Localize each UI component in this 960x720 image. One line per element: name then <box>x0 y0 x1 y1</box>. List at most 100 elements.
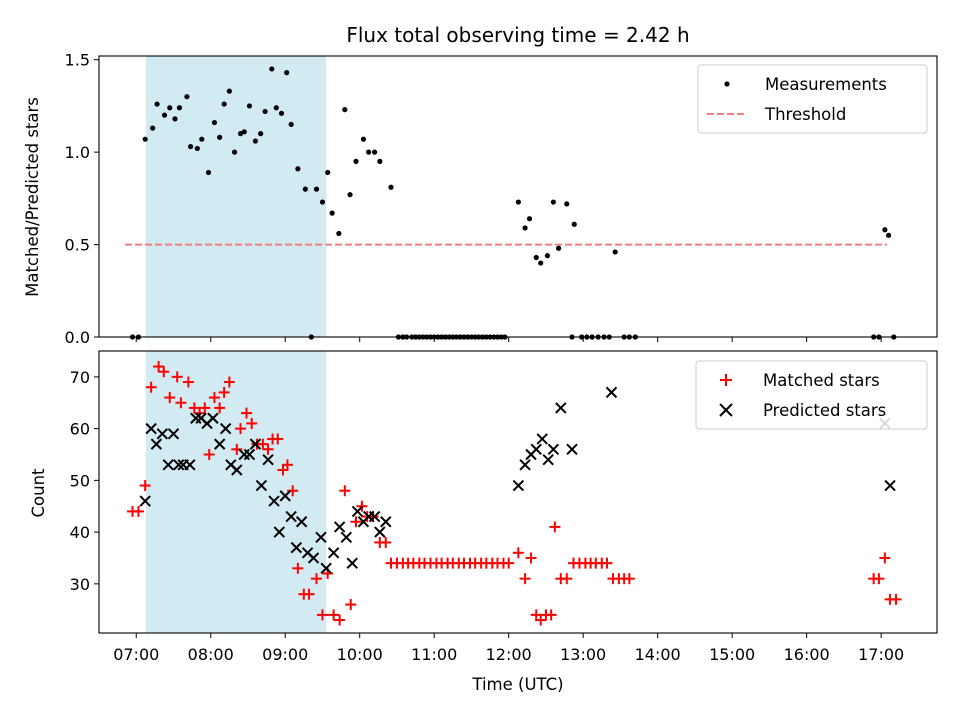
measurement-point <box>544 253 551 259</box>
matched-star-point <box>246 417 258 429</box>
matched-star-point <box>512 547 524 559</box>
predicted-star-point <box>255 479 268 492</box>
measurement-point <box>325 169 331 176</box>
top-panel-frame <box>98 55 938 338</box>
y-tick-label: 50 <box>70 471 90 490</box>
top-x-axis <box>135 337 882 342</box>
predicted-star-point <box>542 453 554 466</box>
measurement-point <box>278 110 285 116</box>
matched-star-point <box>153 361 165 373</box>
predicted-star-point <box>238 448 250 461</box>
matched-star-point <box>235 423 247 435</box>
measurement-point <box>241 129 247 135</box>
top-y-axis: 0.0 0.5 1.0 1.5 <box>65 51 99 347</box>
top-y-axis-label: Matched/Predicted stars <box>23 97 42 297</box>
predicted-star-point-b <box>542 453 554 466</box>
legend-predicted-label: Predicted stars <box>763 401 886 420</box>
measurement-point <box>142 136 148 142</box>
matched-star-point <box>158 366 170 378</box>
predicted-star-point-b <box>238 448 250 461</box>
predicted-star-point <box>162 459 174 471</box>
predicted-star-point <box>156 428 169 440</box>
y-tick-label: 70 <box>70 368 90 387</box>
top-panel-background <box>145 56 327 337</box>
predicted-star-point <box>351 505 364 518</box>
predicted-star-point-b <box>139 495 151 507</box>
predicted-star-point-b <box>213 438 226 450</box>
predicted-star-point <box>279 490 291 502</box>
predicted-star-point <box>380 516 392 528</box>
predicted-star-point <box>340 531 353 543</box>
measurement-point <box>211 119 218 126</box>
predicted-star-point-b <box>207 412 219 424</box>
matched-star-point <box>350 516 362 528</box>
measurement-point <box>184 94 190 100</box>
matched-star-point <box>890 593 902 605</box>
measurement-point <box>366 149 372 155</box>
predicted-star-point-b <box>605 386 618 399</box>
predicted-star-point-b <box>346 557 358 569</box>
matched-star-point <box>535 614 547 626</box>
measurement-point <box>388 184 394 190</box>
measurement-point <box>319 199 326 205</box>
matched-star-point <box>345 599 357 611</box>
bottom-panel: 30 40 50 60 70 07:00 08:00 09:00 10:00 11:00 12:0… <box>29 350 938 694</box>
shaded-observing-interval <box>145 351 327 633</box>
measurement-point <box>161 112 168 118</box>
predicted-star-point <box>566 443 578 456</box>
top-panel: Flux total observing time = 2.42 h 0.00.… <box>23 23 938 347</box>
legend-measurements-label: Measurements <box>765 75 887 94</box>
bottom-panel-background <box>145 351 327 633</box>
predicted-star-point-b <box>374 526 386 538</box>
predicted-star-point <box>172 459 185 471</box>
matched-star-point <box>311 573 323 585</box>
predicted-star-point <box>285 510 297 523</box>
predicted-star-point <box>605 386 618 399</box>
predicted-star-point-b <box>225 459 237 471</box>
predicted-star-point <box>512 479 525 492</box>
matched-star-point <box>292 562 304 574</box>
predicted-star-point <box>547 443 560 456</box>
y-tick-label: 1.5 <box>65 51 90 70</box>
measurement-point <box>302 186 308 192</box>
predicted-star-point <box>346 557 358 569</box>
x-tick-label: 16:00 <box>784 645 830 664</box>
matched-star-point <box>171 371 183 383</box>
measurement-point <box>555 245 562 251</box>
measurement-point <box>205 169 212 176</box>
matched-star-point <box>218 386 230 398</box>
x-tick-label: 07:00 <box>113 645 159 664</box>
predicted-star-point <box>295 516 308 528</box>
predicted-star-point-b <box>150 438 163 450</box>
measurement-point <box>246 103 253 109</box>
measurement-point <box>172 116 178 122</box>
measurement-point <box>188 143 194 150</box>
measurement-point <box>176 105 183 111</box>
measurement-point <box>295 166 301 172</box>
y-tick-label: 40 <box>70 523 90 542</box>
measurement-point <box>221 101 227 107</box>
matched-star-point <box>561 573 573 585</box>
matched-star-point <box>545 609 557 621</box>
top-legend-box <box>697 64 928 134</box>
predicted-star-point <box>190 412 202 424</box>
predicted-star-point-b <box>512 479 525 492</box>
predicted-star-point <box>219 422 232 435</box>
y-tick-label: 60 <box>70 420 90 439</box>
measurement-point <box>360 136 367 142</box>
matched-star-point <box>519 573 531 585</box>
matched-star-point <box>199 402 211 414</box>
predicted-star-point-b <box>231 464 243 476</box>
predicted-star-point-b <box>268 495 280 507</box>
shaded-observing-interval <box>145 56 327 337</box>
bottom-y-axis-label: Count <box>29 468 48 518</box>
predicted-star-point-b <box>368 510 381 523</box>
x-tick-label: 09:00 <box>262 645 308 664</box>
predicted-star-point <box>249 438 262 450</box>
predicted-star-point <box>374 526 386 538</box>
measurement-point <box>336 230 342 237</box>
matched-star-point <box>503 557 515 569</box>
x-tick-label: 13:00 <box>560 645 606 664</box>
predicted-star-point-b <box>279 490 291 502</box>
